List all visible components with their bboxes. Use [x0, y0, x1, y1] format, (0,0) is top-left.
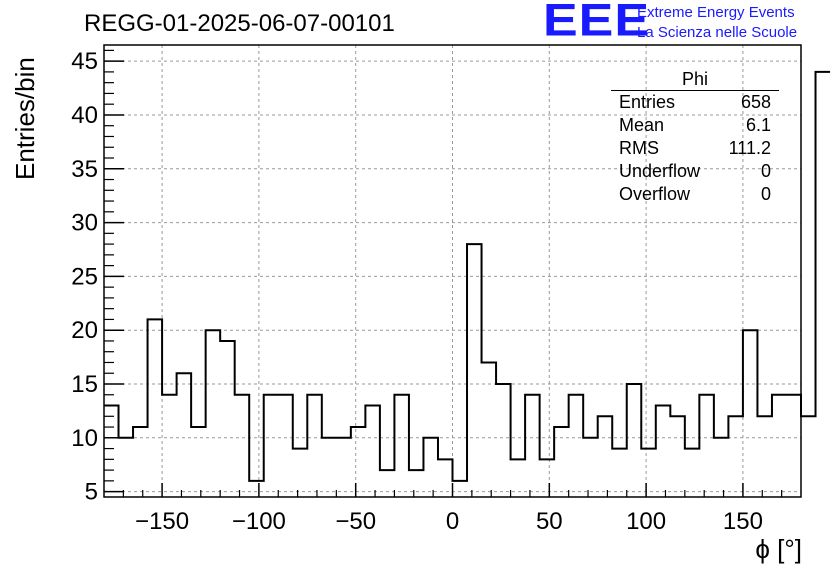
y-tick-label: 40 [71, 102, 98, 129]
stats-label: Mean [619, 115, 665, 135]
stats-value: 658 [740, 92, 771, 112]
x-tick-label: −100 [232, 508, 286, 535]
y-tick-label: 15 [71, 371, 98, 398]
stats-row-mean: Mean 6.1 [611, 114, 779, 137]
stats-label: Entries [619, 92, 676, 112]
stats-label: RMS [619, 138, 659, 158]
y-tick-label: 10 [71, 425, 98, 452]
stats-title: Phi [611, 68, 779, 91]
x-tick-label: 50 [536, 508, 563, 535]
stats-value: 6.1 [745, 115, 771, 135]
stats-label: Underflow [619, 161, 701, 181]
eee-logo: EEE [543, 0, 651, 46]
x-axis-label: ϕ [°] [755, 534, 802, 564]
stats-row-rms: RMS 111.2 [611, 137, 779, 160]
axis-tick-labels: −150 −100 −50 0 50 100 150 5 10 15 20 25 30 35 40 45 [71, 48, 763, 535]
x-tick-label: 100 [626, 508, 666, 535]
histogram-series [104, 70, 831, 482]
stats-row-overflow: Overflow 0 [611, 183, 779, 206]
stats-box: Phi Entries 658 Mean 6.1 RMS 111.2 Under… [611, 68, 779, 206]
stats-value: 111.2 [728, 138, 771, 158]
y-tick-label: 5 [85, 479, 98, 506]
x-tick-label: −50 [335, 508, 376, 535]
stats-row-entries: Entries 658 [611, 91, 779, 114]
x-tick-label: −150 [135, 508, 189, 535]
y-tick-label: 45 [71, 48, 98, 75]
stats-row-underflow: Underflow 0 [611, 160, 779, 183]
stats-label: Overflow [619, 184, 691, 204]
y-tick-label: 35 [71, 156, 98, 183]
logo-text-line1: Extreme Energy Events [637, 4, 795, 21]
y-tick-label: 25 [71, 263, 98, 290]
x-tick-label: 150 [723, 508, 763, 535]
stats-value: 0 [760, 161, 771, 181]
y-tick-label: 20 [71, 317, 98, 344]
logo-text-line2: La Scienza nelle Scuole [637, 24, 798, 41]
y-axis-label: Entries/bin [10, 57, 40, 180]
y-tick-label: 30 [71, 210, 98, 237]
stats-value: 0 [760, 184, 771, 204]
axis-ticks [104, 49, 783, 497]
chart-title: REGG-01-2025-06-07-00101 [84, 10, 395, 37]
x-tick-label: 0 [446, 508, 459, 535]
